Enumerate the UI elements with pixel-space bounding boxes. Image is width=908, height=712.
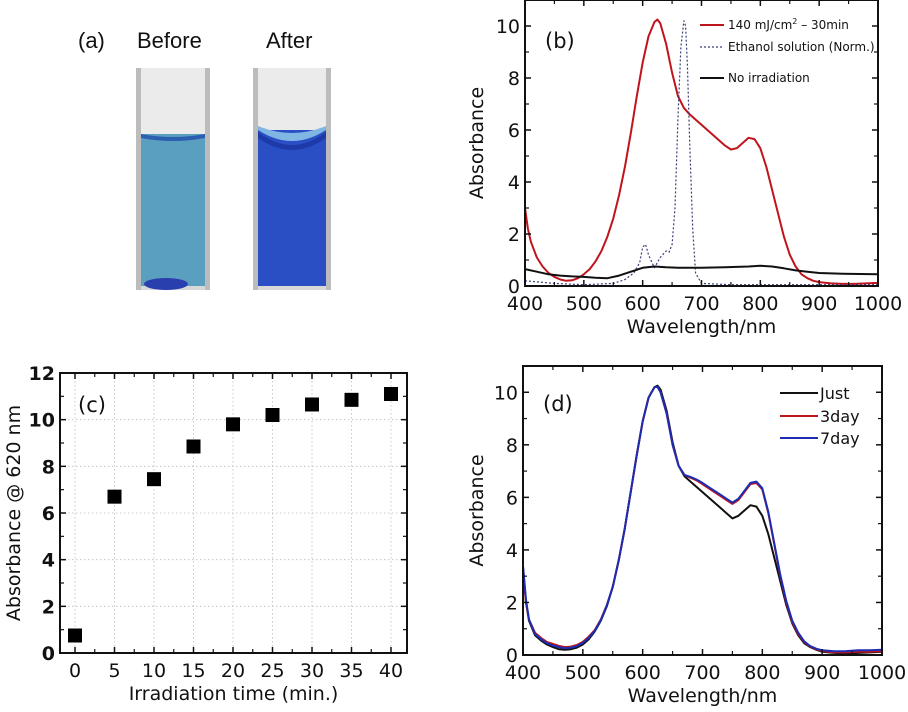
- panel-tag: (b): [545, 29, 575, 53]
- x-tick-label: 400: [505, 662, 541, 684]
- legend-label: 140 mJ/cm2 – 30min: [728, 17, 849, 32]
- after-cuvette-air: [258, 68, 326, 130]
- panel-a-tag: (a): [78, 28, 105, 53]
- x-tick-label: 1000: [854, 293, 902, 315]
- x-tick-label: 700: [683, 293, 719, 315]
- before-meniscus: [141, 134, 205, 141]
- series-line-7day: [522, 386, 883, 653]
- panel-tag: (d): [543, 392, 573, 416]
- data-point-square: [344, 392, 359, 407]
- after-label: After: [266, 28, 312, 53]
- y-tick-label: 12: [29, 363, 55, 385]
- y-tick-label: 2: [42, 596, 55, 618]
- series-line-140-mj-cm-30min: [524, 18, 879, 285]
- y-tick-label: 0: [506, 645, 518, 667]
- x-tick-label: 900: [804, 662, 840, 684]
- data-point-square: [107, 489, 122, 504]
- x-tick-label: 5: [108, 660, 120, 682]
- data-point-square: [384, 387, 398, 401]
- y-tick-label: 10: [29, 410, 55, 432]
- y-tick-label: 8: [508, 68, 520, 90]
- data-point-square: [305, 397, 319, 412]
- legend-label-main: 140 mJ/cm: [728, 18, 792, 32]
- before-cuvette-wall-right: [205, 68, 210, 290]
- series-line-no-irradiation: [524, 264, 879, 280]
- x-tick-label: 0: [69, 660, 81, 682]
- x-tick-label: 20: [221, 660, 245, 682]
- x-tick-label: 1000: [858, 662, 906, 684]
- x-tick-label: 800: [744, 662, 780, 684]
- x-tick-label: 500: [566, 293, 602, 315]
- before-cuvette-air: [141, 68, 205, 134]
- x-axis-title: Irradiation time (min.): [129, 683, 339, 705]
- before-cuvette: [136, 68, 210, 290]
- panel-d-chart: 400 500 600 700 800 900 1000 0 2 4 6 8 10 Wavelength/…: [466, 365, 906, 707]
- series-line-3day: [522, 386, 883, 654]
- y-tick-label: 6: [506, 487, 518, 509]
- y-tick-label: 2: [508, 224, 520, 246]
- x-tick-label: 15: [181, 660, 205, 682]
- after-liquid: [258, 130, 326, 286]
- x-tick-label: 800: [742, 293, 778, 315]
- after-meniscus-dark: [258, 132, 326, 150]
- after-cuvette: [253, 68, 331, 290]
- legend-label-tail: – 30min: [797, 18, 849, 32]
- x-tick-label: 25: [260, 660, 284, 682]
- legend-label: No irradiation: [728, 71, 810, 85]
- x-tick-label: 600: [625, 662, 661, 684]
- panel-a-photo: (a) Before After: [78, 28, 331, 290]
- legend-label-superscript: 2: [792, 17, 797, 26]
- y-tick-label: 8: [506, 435, 518, 457]
- data-point-square: [265, 408, 280, 422]
- x-tick-label: 700: [684, 662, 720, 684]
- x-tick-label: 40: [379, 660, 403, 682]
- x-tick-label: 500: [565, 662, 601, 684]
- y-tick-label: 4: [42, 550, 55, 572]
- legend-label: 3day: [820, 407, 860, 426]
- after-cuvette-wall-right: [326, 68, 331, 290]
- legend-label: 7day: [820, 429, 860, 448]
- before-cuvette-wall-left: [136, 68, 141, 290]
- data-point-square: [147, 472, 161, 487]
- y-tick-label: 10: [496, 16, 520, 38]
- y-axis-title: Absorbance: [466, 87, 488, 199]
- y-tick-label: 2: [506, 592, 518, 614]
- x-tick-label: 10: [142, 660, 166, 682]
- legend-label: Just: [819, 384, 849, 403]
- x-tick-label: 30: [300, 660, 324, 682]
- before-liquid: [141, 134, 205, 286]
- y-tick-label: 6: [508, 120, 520, 142]
- y-tick-label: 0: [42, 643, 55, 665]
- after-cuvette-wall-left: [253, 68, 258, 290]
- panel-b-chart: 400 500 600 700 800 900 1000 0 2 4 6 8 10 Wavelength/…: [466, 0, 902, 338]
- data-point-square: [68, 628, 82, 643]
- data-point-square: [226, 417, 240, 432]
- panel-c-chart: 0 5 10 15 20 25 30 35 40 0 2 4 6 8 10 12 Irradiation tim…: [3, 363, 408, 705]
- series-line-ethanol-solution-norm-: [524, 20, 878, 286]
- panel-tag: (c): [78, 393, 106, 417]
- x-tick-label: 35: [339, 660, 363, 682]
- x-axis-title: Wavelength/nm: [627, 316, 777, 338]
- y-tick-label: 6: [42, 503, 55, 525]
- x-axis-title: Wavelength/nm: [628, 685, 778, 707]
- y-tick-label: 0: [508, 276, 520, 298]
- y-tick-label: 10: [494, 382, 518, 404]
- x-tick-label: 600: [625, 293, 661, 315]
- data-point-square: [186, 439, 201, 454]
- before-sediment: [144, 278, 188, 290]
- y-tick-label: 8: [42, 456, 55, 478]
- legend-label: Ethanol solution (Norm.): [728, 40, 875, 54]
- before-label: Before: [137, 28, 202, 53]
- x-tick-label: 400: [507, 293, 543, 315]
- y-tick-label: 4: [506, 540, 518, 562]
- after-meniscus: [258, 126, 326, 141]
- x-tick-label: 900: [801, 293, 837, 315]
- y-tick-label: 4: [508, 172, 520, 194]
- y-axis-title: Absorbance @ 620 nm: [3, 405, 25, 621]
- y-axis-title: Absorbance: [466, 454, 488, 566]
